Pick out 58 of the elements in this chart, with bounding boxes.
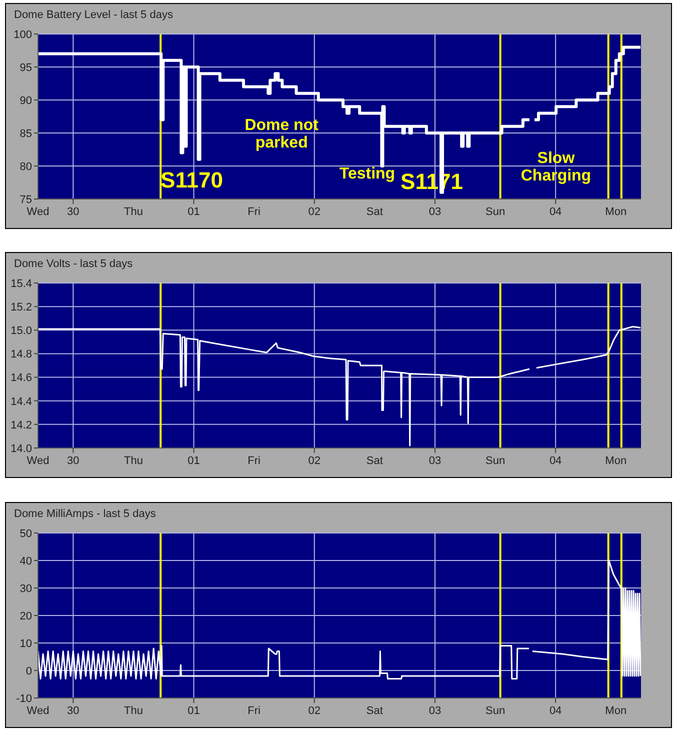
y-tick-label: 20 [20, 610, 32, 622]
x-tick-label: 01 [188, 454, 200, 467]
x-tick-label: Fri [248, 454, 260, 467]
y-tick-label: 15.0 [10, 325, 32, 338]
x-tick-label: Thu [124, 454, 143, 467]
x-tick-label: Fri [248, 206, 260, 218]
x-tick-label: 04 [549, 206, 562, 218]
x-tick-label: 01 [188, 704, 200, 717]
x-tick-label: Mon [605, 206, 627, 218]
y-tick-label: 14.0 [10, 442, 32, 455]
chart-title: Dome MilliAmps - last 5 days [14, 508, 156, 520]
y-tick-label: -10 [16, 692, 32, 705]
x-tick-label: 02 [308, 454, 320, 467]
chart-title: Dome Battery Level - last 5 days [14, 9, 173, 21]
x-tick-label: Sat [366, 206, 383, 218]
x-tick-label: 30 [67, 206, 80, 218]
x-tick-label: Sat [366, 704, 383, 717]
x-tick-label: Thu [124, 704, 143, 717]
y-tick-label: 14.2 [10, 419, 32, 432]
x-tick-label: Sun [485, 704, 506, 717]
y-tick-label: 14.6 [10, 372, 32, 384]
annotation: Testing [339, 166, 396, 183]
chart-title: Dome Volts - last 5 days [14, 258, 133, 270]
y-tick-label: 30 [20, 582, 32, 595]
y-tick-label: 10 [20, 638, 32, 650]
y-tick-label: 0 [26, 665, 32, 678]
x-tick-label: Mon [605, 454, 627, 467]
x-tick-label: Wed [26, 206, 50, 218]
y-tick-label: 50 [20, 528, 32, 540]
x-tick-label: Mon [605, 704, 627, 717]
x-tick-label: 01 [188, 206, 200, 218]
x-tick-label: 02 [308, 206, 320, 218]
y-tick-label: 75 [20, 194, 32, 206]
y-tick-label: 15.2 [10, 301, 32, 314]
x-tick-label: Sun [485, 454, 506, 467]
x-tick-label: 02 [308, 704, 320, 717]
x-tick-label: 04 [549, 454, 562, 467]
x-tick-label: Sun [485, 206, 506, 218]
x-tick-label: 30 [67, 704, 80, 717]
y-tick-label: 14.4 [10, 396, 32, 408]
x-tick-label: 03 [428, 454, 442, 467]
y-tick-label: 14.8 [10, 348, 32, 361]
y-tick-label: 95 [20, 62, 32, 74]
y-tick-label: 15.4 [10, 278, 32, 290]
x-tick-label: Wed [26, 704, 50, 717]
y-tick-label: 85 [20, 128, 32, 140]
y-tick-label: 80 [20, 160, 32, 173]
x-tick-label: 03 [428, 704, 442, 717]
x-tick-label: Wed [26, 454, 50, 467]
y-tick-label: 90 [20, 94, 32, 107]
y-tick-label: 40 [20, 555, 32, 568]
x-tick-label: Sat [366, 454, 383, 467]
x-tick-label: Fri [248, 704, 260, 717]
x-tick-label: 04 [549, 704, 562, 717]
y-tick-label: 100 [14, 28, 32, 41]
x-tick-label: 30 [67, 454, 80, 467]
x-tick-label: Thu [124, 206, 143, 218]
x-tick-label: 03 [428, 206, 442, 218]
